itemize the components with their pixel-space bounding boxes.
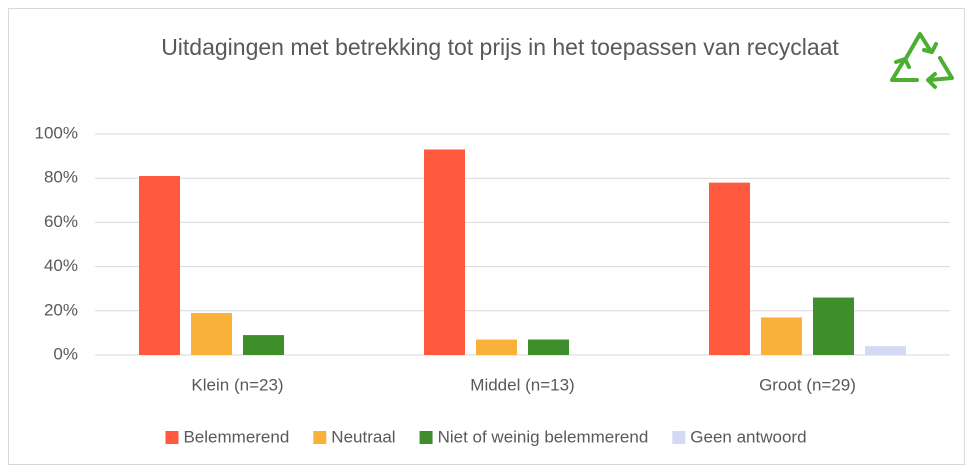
bar bbox=[528, 339, 569, 355]
legend-swatch bbox=[165, 431, 179, 444]
y-tick-label: 0% bbox=[53, 344, 78, 363]
x-tick-label: Middel (n=13) bbox=[470, 375, 574, 394]
bar bbox=[761, 317, 802, 355]
y-tick-label: 40% bbox=[44, 256, 78, 275]
bar bbox=[813, 297, 854, 355]
x-tick-label: Groot (n=29) bbox=[759, 375, 856, 394]
legend-swatch bbox=[313, 431, 327, 444]
legend-label: Belemmerend bbox=[183, 427, 289, 446]
y-tick-label: 60% bbox=[44, 212, 78, 231]
legend-swatch bbox=[672, 431, 686, 444]
x-tick-label: Klein (n=23) bbox=[191, 375, 283, 394]
bar bbox=[476, 339, 517, 355]
bar bbox=[424, 149, 465, 355]
bar bbox=[191, 313, 232, 355]
legend-label: Niet of weinig belemmerend bbox=[438, 427, 649, 446]
legend-swatch bbox=[419, 431, 433, 444]
y-tick-label: 80% bbox=[44, 168, 78, 187]
chart-title: Uitdagingen met betrekking tot prijs in … bbox=[161, 34, 839, 60]
bar bbox=[243, 335, 284, 355]
recycle-icon bbox=[890, 32, 954, 89]
bar bbox=[865, 346, 906, 355]
y-tick-label: 100% bbox=[35, 123, 78, 142]
legend-label: Geen antwoord bbox=[690, 427, 806, 446]
bar bbox=[139, 175, 180, 355]
y-tick-label: 20% bbox=[44, 300, 78, 319]
bar bbox=[709, 182, 750, 355]
legend-label: Neutraal bbox=[331, 427, 395, 446]
